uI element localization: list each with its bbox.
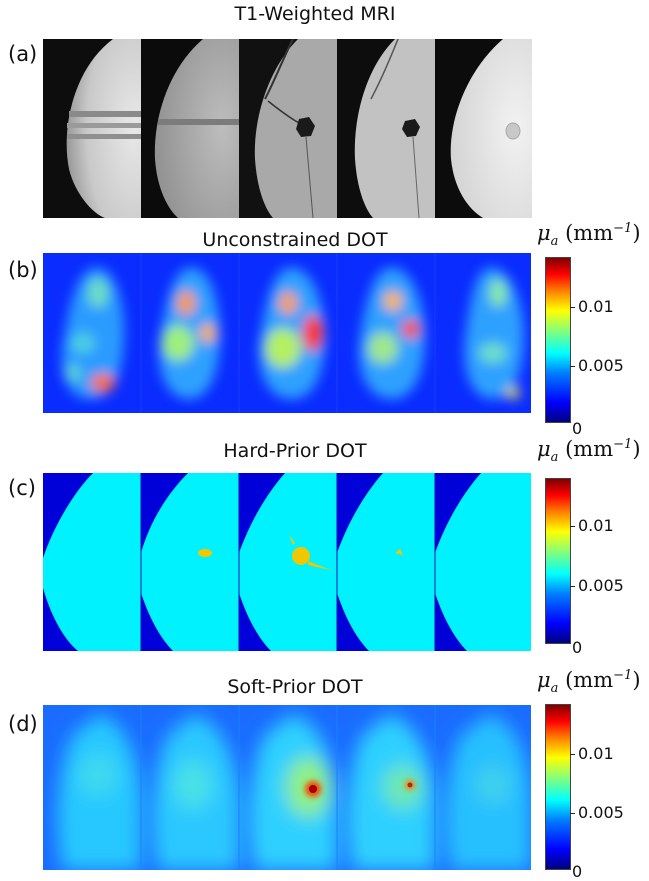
colorbar-d-tick-0.01: 0.01 (578, 744, 614, 763)
colorbar-d (545, 704, 571, 870)
mri-image-strip (43, 39, 532, 218)
mri-slice-1 (43, 39, 141, 218)
mri-slices (43, 39, 532, 218)
panel-a-title: T1-Weighted MRI (190, 3, 440, 25)
mri-slice-3 (239, 39, 337, 218)
panel-c-title: Hard-Prior DOT (170, 440, 420, 462)
colorbar-c-tick-0.005: 0.005 (578, 576, 624, 595)
colorbar-b-tick-0.01: 0.01 (578, 297, 614, 316)
mri-slice-5 (435, 39, 532, 218)
colorbar-d-unit: μa (mm−1) (537, 668, 641, 696)
mri-slice-4 (337, 39, 435, 218)
colorbar-d-tick-0: 0 (572, 862, 582, 881)
hard-prior-dot-map (43, 473, 531, 651)
colorbar-b (545, 257, 571, 423)
colorbar-c-tick-0: 0 (572, 638, 582, 657)
colorbar-c (545, 478, 571, 644)
colorbar-c-tick-0.01: 0.01 (578, 516, 614, 535)
panel-c-label: (c) (8, 476, 36, 500)
panel-b-label: (b) (8, 258, 38, 282)
panel-d-title: Soft-Prior DOT (170, 676, 420, 698)
colorbar-b-tick-0: 0 (572, 419, 582, 438)
panel-b-title: Unconstrained DOT (170, 229, 420, 251)
colorbar-b-unit: μa (mm−1) (537, 221, 641, 249)
panel-d-label: (d) (8, 712, 38, 736)
colorbar-b-tick-0.005: 0.005 (578, 356, 624, 375)
colorbar-d-tick-0.005: 0.005 (578, 803, 624, 822)
soft-prior-dot-map (43, 705, 531, 870)
colorbar-c-unit: μa (mm−1) (537, 437, 641, 465)
mri-slice-2 (141, 39, 239, 218)
panel-a-label: (a) (8, 42, 37, 66)
unconstrained-dot-map (43, 253, 531, 413)
